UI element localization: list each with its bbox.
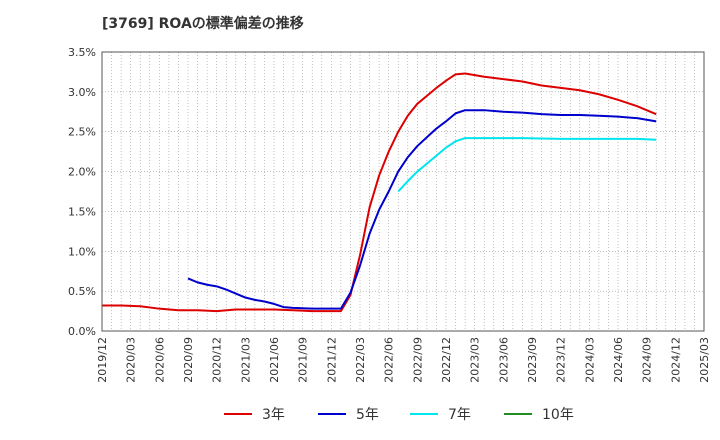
series-lines xyxy=(102,72,657,313)
x-tick-label: 2019/12 xyxy=(96,337,109,383)
series-line-3 xyxy=(397,137,657,193)
x-tick-label: 2021/12 xyxy=(325,337,338,383)
legend-label-1: 3年 xyxy=(262,407,285,423)
x-tick-label: 2022/06 xyxy=(383,337,396,383)
axes xyxy=(101,51,705,332)
x-tick-label: 2025/03 xyxy=(698,337,711,383)
x-tick-label: 2020/06 xyxy=(153,337,166,383)
y-tick-label: 1.0% xyxy=(68,245,96,258)
x-tick-label: 2024/03 xyxy=(583,337,596,383)
x-tick-label: 2021/09 xyxy=(297,337,310,383)
chart-title: [3769] ROAの標準偏差の推移 xyxy=(102,16,304,32)
y-tick-label: 3.0% xyxy=(68,86,96,99)
y-tick-label: 2.5% xyxy=(68,126,96,139)
series-line-2 xyxy=(187,109,657,310)
x-tick-label: 2020/09 xyxy=(182,337,195,383)
legend: 3年 5年 7年 10年 xyxy=(224,407,574,423)
x-tick-label: 2023/09 xyxy=(526,337,539,383)
x-tick-label: 2024/09 xyxy=(641,337,654,383)
x-tick-label: 2024/12 xyxy=(669,337,682,383)
x-tick-label: 2021/06 xyxy=(268,337,281,383)
x-tick-label: 2023/06 xyxy=(497,337,510,383)
x-tick-label: 2022/03 xyxy=(354,337,367,383)
x-tick-label: 2022/12 xyxy=(440,337,453,383)
grid xyxy=(102,51,704,331)
x-tick-label: 2024/06 xyxy=(612,337,625,383)
x-tick-label: 2022/09 xyxy=(411,337,424,383)
y-axis-ticks: 0.0% 0.5% 1.0% 1.5% 2.0% 2.5% 3.0% 3.5% xyxy=(68,46,96,338)
x-tick-label: 2023/12 xyxy=(555,337,568,383)
y-tick-label: 0.5% xyxy=(68,285,96,298)
x-axis-ticks: 2019/12 2020/03 2020/06 2020/09 2020/12 2021/… xyxy=(96,337,711,383)
legend-label-2: 5年 xyxy=(356,407,379,423)
x-tick-label: 2020/03 xyxy=(125,337,138,383)
y-tick-label: 3.5% xyxy=(68,46,96,59)
x-tick-label: 2021/03 xyxy=(239,337,252,383)
legend-label-3: 7年 xyxy=(448,407,471,423)
legend-label-4: 10年 xyxy=(542,407,574,423)
series-line-1 xyxy=(102,72,657,313)
y-tick-label: 1.5% xyxy=(68,205,96,218)
plot-frame xyxy=(101,51,705,332)
y-tick-label: 0.0% xyxy=(68,325,96,338)
y-tick-label: 2.0% xyxy=(68,166,96,179)
x-tick-label: 2023/03 xyxy=(469,337,482,383)
x-tick-label: 2020/12 xyxy=(211,337,224,383)
